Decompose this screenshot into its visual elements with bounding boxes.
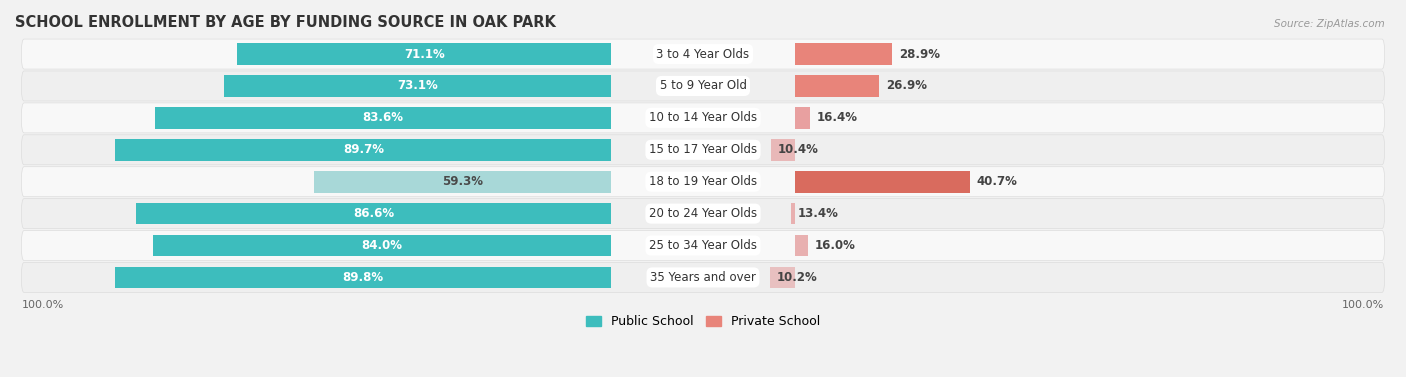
Bar: [794, 234, 808, 256]
Text: 26.9%: 26.9%: [886, 80, 927, 92]
Text: 59.3%: 59.3%: [443, 175, 484, 188]
Bar: [238, 43, 612, 65]
Text: 10 to 14 Year Olds: 10 to 14 Year Olds: [650, 111, 756, 124]
Text: 16.0%: 16.0%: [814, 239, 855, 252]
Bar: [115, 267, 612, 288]
Text: 89.8%: 89.8%: [343, 271, 384, 284]
Bar: [770, 267, 794, 288]
Text: 18 to 19 Year Olds: 18 to 19 Year Olds: [650, 175, 756, 188]
Text: 15 to 17 Year Olds: 15 to 17 Year Olds: [650, 143, 756, 156]
Bar: [794, 107, 810, 129]
Bar: [770, 139, 794, 161]
Bar: [794, 43, 893, 65]
Text: 73.1%: 73.1%: [398, 80, 439, 92]
Text: Source: ZipAtlas.com: Source: ZipAtlas.com: [1274, 19, 1385, 29]
Text: 40.7%: 40.7%: [976, 175, 1017, 188]
Text: 16.4%: 16.4%: [817, 111, 858, 124]
Text: 25 to 34 Year Olds: 25 to 34 Year Olds: [650, 239, 756, 252]
Bar: [224, 75, 612, 97]
Bar: [115, 139, 612, 161]
Text: 83.6%: 83.6%: [363, 111, 404, 124]
Text: 10.4%: 10.4%: [778, 143, 818, 156]
FancyBboxPatch shape: [21, 199, 1385, 228]
Bar: [794, 171, 970, 193]
FancyBboxPatch shape: [21, 262, 1385, 293]
Text: 84.0%: 84.0%: [361, 239, 402, 252]
Text: 89.7%: 89.7%: [343, 143, 384, 156]
Text: 3 to 4 Year Olds: 3 to 4 Year Olds: [657, 48, 749, 61]
Bar: [315, 171, 612, 193]
Bar: [153, 234, 612, 256]
Bar: [155, 107, 612, 129]
Text: 5 to 9 Year Old: 5 to 9 Year Old: [659, 80, 747, 92]
Text: 28.9%: 28.9%: [898, 48, 941, 61]
FancyBboxPatch shape: [21, 135, 1385, 165]
FancyBboxPatch shape: [21, 39, 1385, 69]
Bar: [135, 203, 612, 224]
Text: 20 to 24 Year Olds: 20 to 24 Year Olds: [650, 207, 756, 220]
Text: SCHOOL ENROLLMENT BY AGE BY FUNDING SOURCE IN OAK PARK: SCHOOL ENROLLMENT BY AGE BY FUNDING SOUR…: [15, 15, 555, 30]
Legend: Public School, Private School: Public School, Private School: [581, 310, 825, 333]
Text: 35 Years and over: 35 Years and over: [650, 271, 756, 284]
Bar: [794, 75, 879, 97]
Bar: [790, 203, 794, 224]
FancyBboxPatch shape: [21, 103, 1385, 133]
Text: 100.0%: 100.0%: [21, 300, 63, 310]
Text: 100.0%: 100.0%: [1343, 300, 1385, 310]
Text: 13.4%: 13.4%: [797, 207, 838, 220]
FancyBboxPatch shape: [21, 230, 1385, 261]
Text: 71.1%: 71.1%: [404, 48, 444, 61]
FancyBboxPatch shape: [21, 167, 1385, 197]
Text: 86.6%: 86.6%: [353, 207, 394, 220]
Text: 10.2%: 10.2%: [776, 271, 817, 284]
FancyBboxPatch shape: [21, 71, 1385, 101]
